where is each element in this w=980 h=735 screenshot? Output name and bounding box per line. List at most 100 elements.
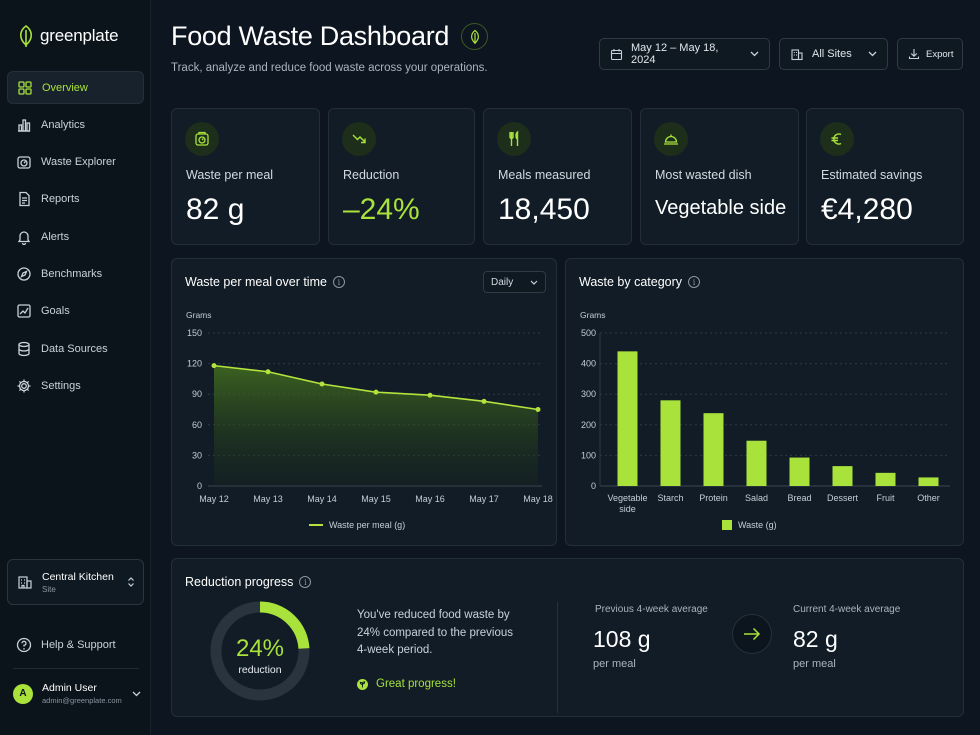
date-range-picker[interactable]: May 12 – May 18, 2024: [599, 38, 770, 70]
bar-chart-card: Waste by category i Grams 0 100 200 300 400 5…: [565, 258, 964, 546]
y-tick-label: 100: [581, 450, 596, 460]
kpi-value: 18,450: [498, 193, 590, 226]
nav-label: Data Sources: [41, 342, 108, 355]
curr-avg-unit: per meal: [793, 658, 836, 670]
line-chart-card: Waste per meal over time i Daily Grams 0…: [171, 258, 557, 546]
legend-label: Waste (g): [738, 520, 777, 530]
user-menu[interactable]: A Admin User admin@greenplate.com: [13, 682, 141, 705]
user-email: admin@greenplate.com: [42, 696, 122, 705]
info-icon[interactable]: i: [332, 276, 345, 288]
x-tick-label: May 14: [307, 494, 337, 504]
nav-item-alerts[interactable]: Alerts: [7, 220, 144, 253]
kpi-value: 82 g: [186, 193, 245, 226]
kpi-card-estimated-savings: Estimated savings €4,280: [806, 108, 964, 245]
y-axis-label: Grams: [186, 310, 212, 320]
nav-item-benchmarks[interactable]: Benchmarks: [7, 257, 144, 290]
nav-item-analytics[interactable]: Analytics: [7, 108, 144, 141]
x-tick-label: Bread: [787, 493, 811, 503]
utensils-icon: [497, 122, 531, 156]
help-label: Help & Support: [41, 639, 116, 651]
kpi-card-waste-per-meal: Waste per meal 82 g: [171, 108, 320, 245]
nav-item-data-sources[interactable]: Data Sources: [7, 332, 144, 365]
kpi-value: €4,280: [821, 193, 913, 226]
cloche-icon: [654, 122, 688, 156]
data-point: [373, 389, 379, 395]
site-switcher[interactable]: Central Kitchen Site: [7, 559, 144, 605]
chevron-down-icon: [868, 51, 877, 57]
card-title: Reduction progress i: [185, 575, 312, 589]
nav-item-goals[interactable]: Goals: [7, 295, 144, 328]
arrow-right-icon: [732, 614, 772, 654]
app-name: greenplate: [40, 26, 119, 45]
y-tick-label: 120: [187, 359, 202, 369]
export-button[interactable]: Export: [897, 38, 963, 70]
bar-legend: Waste (g): [722, 520, 777, 530]
sidebar-divider: [13, 668, 139, 669]
nav-item-settings[interactable]: Settings: [7, 369, 144, 402]
y-tick-label: 200: [581, 420, 596, 430]
nav-item-waste-explorer[interactable]: Waste Explorer: [7, 146, 144, 179]
progress-title: Reduction progress: [185, 575, 294, 589]
info-icon[interactable]: i: [688, 276, 701, 288]
x-tick-label: Salad: [745, 493, 768, 503]
compass-icon: [16, 266, 32, 282]
avatar: A: [13, 683, 33, 704]
nav-label: Waste Explorer: [41, 156, 116, 169]
app-logo[interactable]: greenplate: [16, 24, 119, 48]
great-progress-badge: Great progress!: [357, 678, 456, 690]
building-icon: [790, 47, 804, 61]
legend-line-swatch: [309, 524, 323, 526]
bar: [832, 466, 853, 486]
nav-label: Reports: [41, 193, 80, 206]
line-legend: Waste per meal (g): [309, 520, 405, 530]
x-tick-label: Other: [917, 493, 940, 503]
page-subtitle: Track, analyze and reduce food waste acr…: [171, 62, 488, 74]
kpi-label: Most wasted dish: [655, 168, 752, 182]
main-nav: Overview Analytics Waste Explorer Report…: [7, 71, 144, 407]
legend-label: Waste per meal (g): [329, 520, 406, 530]
help-circle-icon: [16, 637, 32, 653]
site-filter-select[interactable]: All Sites: [779, 38, 888, 70]
line-chart-title: Waste per meal over time: [185, 275, 327, 289]
kpi-card-reduction: Reduction –24%: [328, 108, 475, 245]
bell-icon: [16, 229, 32, 245]
x-tick-label: Starch: [657, 493, 683, 503]
reduction-progress-card: Reduction progress i 24% reduction You'v…: [171, 558, 964, 717]
help-support-link[interactable]: Help & Support: [16, 637, 116, 653]
progress-ring: 24% reduction: [210, 601, 310, 701]
x-tick-label: May 15: [361, 494, 391, 504]
x-tick-label: May 12: [199, 494, 229, 504]
bar: [918, 477, 939, 486]
export-label: Export: [926, 48, 954, 60]
granularity-select[interactable]: Daily: [483, 271, 546, 293]
prev-avg-label: Previous 4-week average: [595, 604, 708, 615]
granularity-value: Daily: [491, 276, 514, 288]
ring-percent: 24%: [235, 635, 285, 662]
y-tick-label: 150: [187, 328, 202, 338]
data-point: [211, 363, 217, 369]
legend-bar-swatch: [722, 520, 732, 530]
kpi-card-most-wasted-dish: Most wasted dish Vegetable side: [640, 108, 799, 245]
chevron-down-icon: [132, 691, 141, 697]
leaf-icon: [16, 24, 36, 48]
x-tick-label: May 18: [523, 494, 553, 504]
data-point: [481, 398, 487, 404]
nav-item-reports[interactable]: Reports: [7, 183, 144, 216]
site-filter-value: All Sites: [812, 48, 852, 60]
user-name: Admin User: [42, 682, 97, 694]
area-fill: [214, 365, 538, 486]
chart-target-icon: [16, 303, 32, 319]
chevron-down-icon: [530, 280, 538, 285]
card-title: Waste by category i: [579, 275, 701, 289]
ring-label: reduction: [238, 664, 282, 676]
badge-label: Great progress!: [376, 678, 456, 690]
document-icon: [16, 191, 32, 207]
bar: [617, 351, 638, 486]
nav-label: Alerts: [41, 230, 70, 243]
site-name: Central Kitchen: [42, 570, 114, 583]
nav-item-overview[interactable]: Overview: [7, 71, 144, 104]
info-icon[interactable]: i: [299, 576, 312, 588]
nav-label: Overview: [42, 81, 88, 94]
leaf-badge-icon: [461, 23, 488, 50]
scale-icon: [185, 122, 219, 156]
